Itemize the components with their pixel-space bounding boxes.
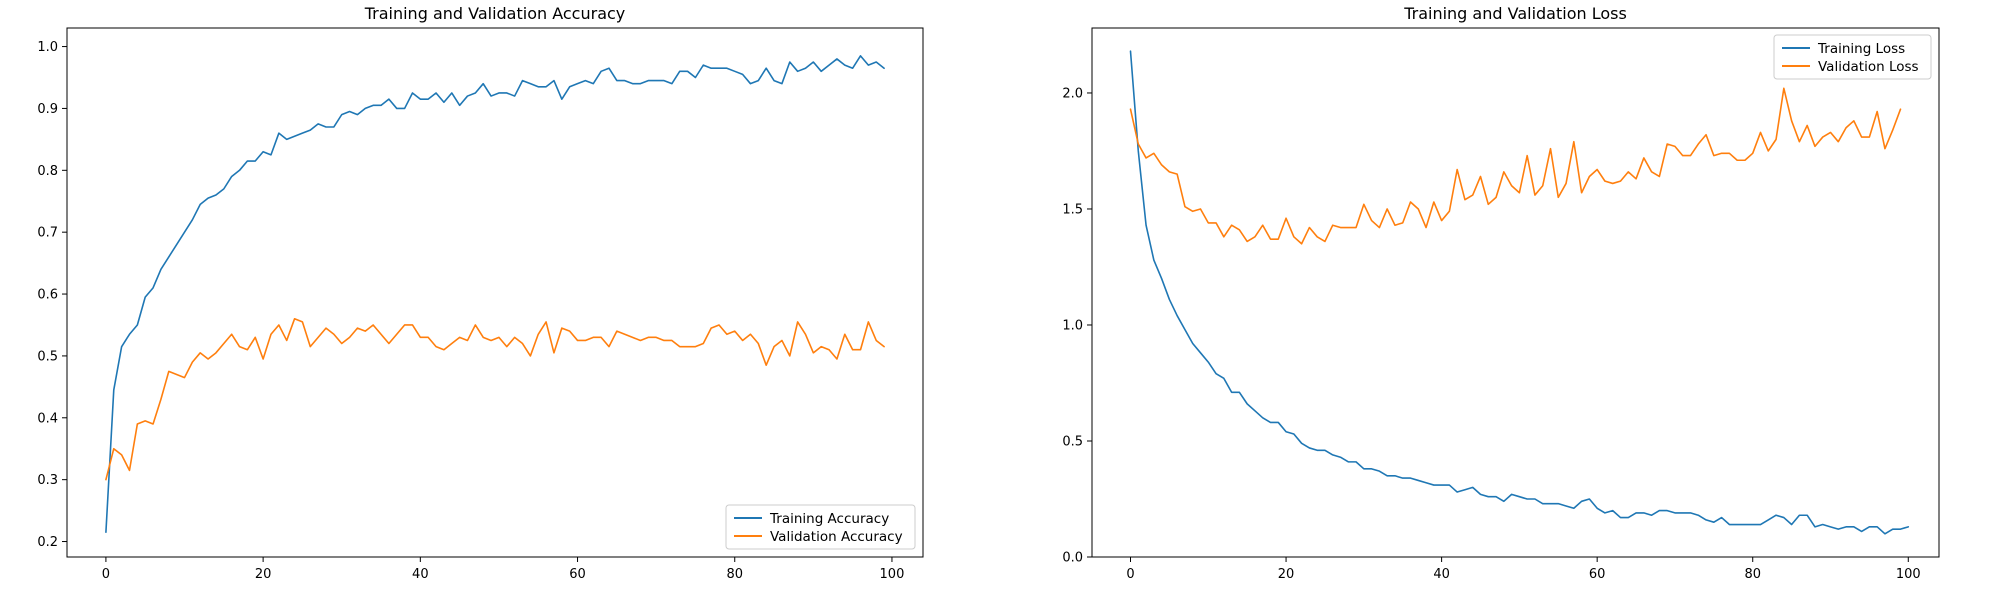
accuracy-series-layer	[105, 55, 885, 534]
loss-y-tick-label: 1.0	[1062, 318, 1083, 333]
loss-y-tick-label: 0.0	[1062, 551, 1083, 566]
accuracy-y-tick-label: 0.3	[37, 473, 58, 488]
series-line-training-loss	[1129, 50, 1910, 535]
loss-y-ticks: 0.0 0.5 1.0 1.5 2.0	[1062, 86, 1092, 566]
loss-legend-box	[1773, 34, 1932, 80]
loss-x-tick-label: 80	[1744, 567, 1761, 582]
legend-label-training-accuracy: Training Accuracy	[769, 511, 889, 527]
series-line-validation-loss	[1129, 87, 1902, 245]
loss-chart-title: Training and Validation Loss	[1403, 4, 1627, 23]
accuracy-x-tick-label: 60	[569, 567, 586, 582]
accuracy-y-tick-label: 0.6	[37, 288, 58, 303]
series-line-validation-accuracy	[105, 317, 885, 481]
loss-y-tick-label: 2.0	[1062, 86, 1083, 101]
loss-y-tick-label: 1.5	[1062, 202, 1083, 217]
loss-x-tick-label: 100	[1896, 567, 1921, 582]
accuracy-y-tick-label: 0.9	[37, 102, 58, 117]
loss-x-tick-label: 20	[1278, 567, 1295, 582]
loss-legend: Training Loss Validation Loss	[1773, 34, 1932, 80]
accuracy-x-tick-label: 0	[102, 567, 110, 582]
loss-x-tick-label: 0	[1126, 567, 1134, 582]
loss-x-tick-label: 60	[1589, 567, 1606, 582]
loss-y-tick-label: 0.5	[1062, 434, 1083, 449]
accuracy-chart-title: Training and Validation Accuracy	[364, 4, 626, 23]
loss-x-tick-label: 40	[1433, 567, 1450, 582]
accuracy-x-tick-label: 100	[880, 567, 905, 582]
accuracy-y-ticks: 0.2 0.3 0.4 0.5 0.6 0.7 0.8 0.9 1.0	[37, 40, 67, 550]
loss-x-ticks: 0 20 40 60 80 100	[1126, 557, 1921, 582]
loss-series-layer	[1129, 50, 1910, 535]
accuracy-panel: Training and Validation Accuracy 0 20 40 60…	[37, 4, 924, 582]
accuracy-y-tick-label: 0.7	[37, 226, 58, 241]
accuracy-y-tick-label: 0.8	[37, 164, 58, 179]
accuracy-y-tick-label: 0.2	[37, 535, 58, 550]
accuracy-x-ticks: 0 20 40 60 80 100	[102, 557, 905, 582]
legend-label-validation-accuracy: Validation Accuracy	[770, 529, 903, 545]
accuracy-plot-frame	[66, 27, 924, 558]
accuracy-x-tick-label: 20	[255, 567, 272, 582]
accuracy-x-tick-label: 80	[726, 567, 743, 582]
series-line-training-accuracy	[105, 55, 885, 534]
loss-panel: Training and Validation Loss 0 20 40 60 80 10…	[1062, 4, 1940, 582]
legend-label-training-loss: Training Loss	[1817, 41, 1905, 57]
accuracy-legend: Training Accuracy Validation Accuracy	[725, 504, 916, 550]
accuracy-x-tick-label: 40	[412, 567, 429, 582]
loss-plot-frame	[1091, 27, 1940, 558]
legend-label-validation-loss: Validation Loss	[1818, 59, 1919, 75]
accuracy-y-tick-label: 0.4	[37, 411, 58, 426]
accuracy-legend-box	[725, 504, 916, 550]
accuracy-y-tick-label: 0.5	[37, 349, 58, 364]
accuracy-y-tick-label: 1.0	[37, 40, 58, 55]
